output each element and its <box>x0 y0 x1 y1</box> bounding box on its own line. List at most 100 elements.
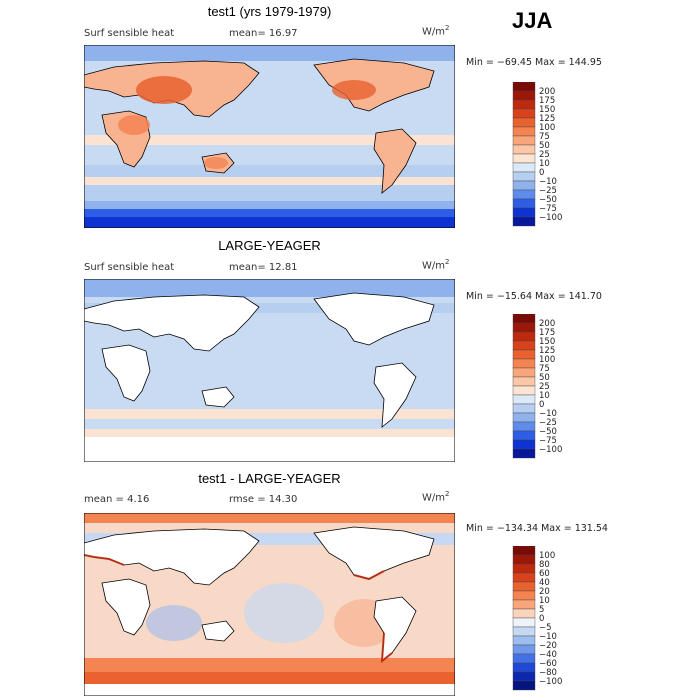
colorbar-swatch <box>512 322 536 333</box>
colorbar-swatch <box>512 626 536 637</box>
colorbar-swatch <box>512 171 536 182</box>
colorbar-tick-label: −25 <box>539 186 557 196</box>
colorbar-tick-label: 40 <box>539 578 550 588</box>
panel-2-mean-label: mean= 12.81 <box>229 262 298 273</box>
colorbar-tick-label: 75 <box>539 364 550 374</box>
colorbar-swatch <box>512 216 536 227</box>
colorbar-tick-label: 50 <box>539 373 550 383</box>
colorbar-swatch <box>512 162 536 173</box>
colorbar-tick-label: 175 <box>539 328 555 338</box>
panel-3-units: W/m2 <box>422 490 450 504</box>
colorbar-tick-label: 200 <box>539 87 555 97</box>
colorbar-tick-label: 60 <box>539 569 550 579</box>
colorbar-tick-label: −40 <box>539 650 557 660</box>
colorbar-swatch <box>512 376 536 387</box>
colorbar-tick-label: 10 <box>539 391 550 401</box>
panel-2-title: LARGE-YEAGER <box>218 238 321 253</box>
colorbar-swatch <box>512 608 536 619</box>
colorbar-swatch <box>512 430 536 441</box>
colorbar-tick-label: 75 <box>539 132 550 142</box>
colorbar-swatch <box>512 394 536 405</box>
colorbar-tick-label: −75 <box>539 436 557 446</box>
colorbar-swatch <box>512 644 536 655</box>
colorbar-tick-label: 175 <box>539 96 555 106</box>
colorbar-swatch <box>512 99 536 110</box>
colorbar-swatch <box>512 581 536 592</box>
colorbar-tick-label: −100 <box>539 677 562 687</box>
colorbar-tick-label: −20 <box>539 641 557 651</box>
colorbar-swatch <box>512 198 536 209</box>
colorbar-tick-label: 10 <box>539 159 550 169</box>
colorbar-swatch <box>512 590 536 601</box>
colorbar-swatch <box>512 421 536 432</box>
colorbar-swatch <box>512 126 536 137</box>
panel-3-title: test1 - LARGE-YEAGER <box>198 471 341 486</box>
season-label: JJA <box>512 8 553 33</box>
colorbar-swatch <box>512 207 536 218</box>
colorbar-swatch <box>512 108 536 119</box>
colorbar-tick-label: 100 <box>539 355 555 365</box>
colorbar-swatch <box>512 412 536 423</box>
colorbar-swatch <box>512 144 536 155</box>
colorbar-tick-label: −100 <box>539 213 562 223</box>
colorbar-tick-label: 20 <box>539 587 550 597</box>
colorbar-swatch <box>512 82 536 92</box>
colorbar-tick-label: 25 <box>539 382 550 392</box>
panel-3-mean-label: mean = 4.16 <box>84 494 150 505</box>
colorbar-swatch <box>512 617 536 628</box>
colorbar-swatch <box>512 117 536 128</box>
colorbar-swatch <box>512 671 536 682</box>
panel-2-minmax: Min = −15.64 Max = 141.70 <box>466 291 602 302</box>
colorbar-tick-label: −25 <box>539 418 557 428</box>
colorbar-tick-label: 5 <box>539 605 544 615</box>
colorbar-swatch <box>512 90 536 101</box>
colorbar-tick-label: 0 <box>539 168 544 178</box>
colorbar-tick-label: −50 <box>539 195 557 205</box>
colorbar-tick-label: −60 <box>539 659 557 669</box>
panel-2-units: W/m2 <box>422 258 450 272</box>
colorbar-tick-label: 50 <box>539 141 550 151</box>
colorbar-swatch <box>512 331 536 342</box>
colorbar-swatch <box>512 349 536 360</box>
panel-1-units: W/m2 <box>422 24 450 38</box>
colorbar-swatch <box>512 385 536 396</box>
colorbar-tick-label: 25 <box>539 150 550 160</box>
colorbar-tick-label: −100 <box>539 445 562 455</box>
colorbar-swatch <box>512 340 536 351</box>
colorbar-tick-label: 0 <box>539 614 544 624</box>
colorbar-swatch <box>512 358 536 369</box>
colorbar-swatch <box>512 439 536 450</box>
colorbar-swatch <box>512 153 536 164</box>
panel-1-mean-label: mean= 16.97 <box>229 28 298 39</box>
colorbar-swatch <box>512 563 536 574</box>
colorbar-tick-label: −10 <box>539 632 557 642</box>
colorbar-tick-label: −10 <box>539 409 557 419</box>
colorbar-swatch <box>512 680 536 691</box>
colorbar-swatch <box>512 180 536 191</box>
colorbar-tick-label: −5 <box>539 623 552 633</box>
panel-1-map <box>84 45 455 228</box>
panel-1-minmax: Min = −69.45 Max = 144.95 <box>466 57 602 68</box>
colorbar-swatch <box>512 554 536 565</box>
colorbar-swatch <box>512 189 536 200</box>
colorbar-tick-label: −50 <box>539 427 557 437</box>
colorbar-swatch <box>512 367 536 378</box>
colorbar-tick-label: 80 <box>539 560 550 570</box>
panel-1-variable-label: Surf sensible heat <box>84 28 175 39</box>
panel-3-map <box>84 513 455 696</box>
colorbar-tick-label: 100 <box>539 551 555 561</box>
panel-3-rmse-label: rmse = 14.30 <box>229 494 298 505</box>
colorbar-tick-label: 200 <box>539 319 555 329</box>
panel-2-variable-label: Surf sensible heat <box>84 262 175 273</box>
colorbar-tick-label: 10 <box>539 596 550 606</box>
colorbar-swatch <box>512 403 536 414</box>
colorbar-swatch <box>512 662 536 673</box>
colorbar-tick-label: 125 <box>539 114 555 124</box>
colorbar-swatch <box>512 135 536 146</box>
colorbar-tick-label: 100 <box>539 123 555 133</box>
colorbar-tick-label: −10 <box>539 177 557 187</box>
colorbar-swatch <box>512 635 536 646</box>
panel-1-title: test1 (yrs 1979-1979) <box>207 4 332 19</box>
